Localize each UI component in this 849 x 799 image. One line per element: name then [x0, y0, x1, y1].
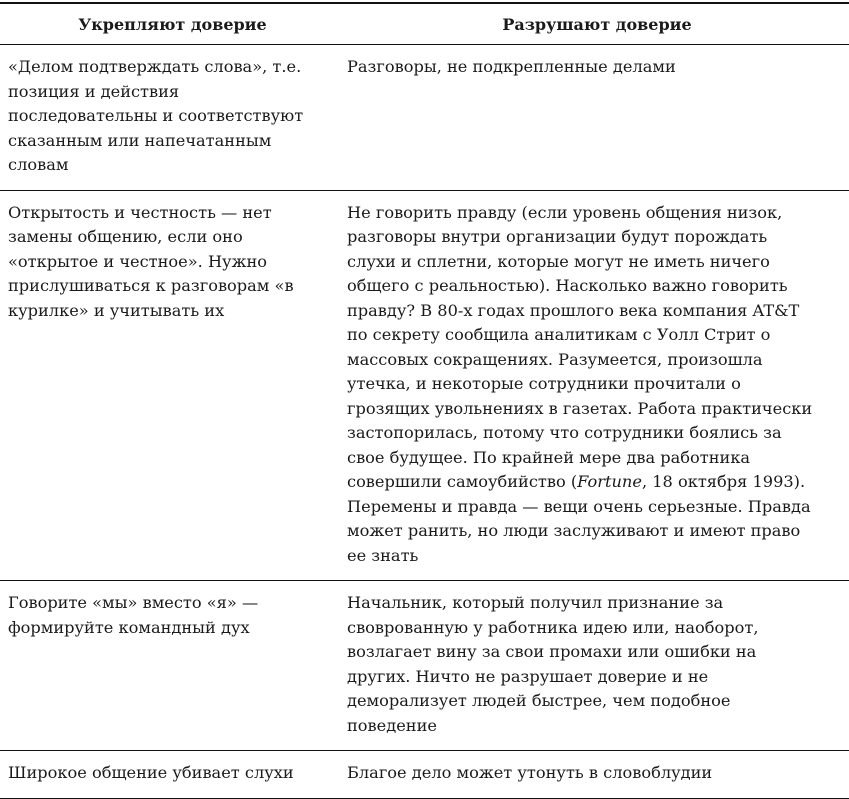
text-line: Благое дело может утонуть в словоблудии [347, 761, 849, 786]
table-row: Говорите «мы» вместо «я» — формируйте ком… [0, 580, 849, 751]
text-segment: слухи и сплетни, которые могут не иметь … [347, 251, 770, 271]
text-line: «открытое и честное». Нужно [8, 250, 345, 275]
text-segment: возлагает вину за свои промахи или ошибк… [347, 642, 757, 661]
text-line: общего с реальностью). Насколько важно г… [347, 274, 849, 299]
text-segment: совершили самоубийство ( [347, 472, 578, 491]
table-row: Широкое общение убивает слухи Благое дело… [0, 750, 849, 799]
source-title: Fortune [577, 472, 642, 491]
text-segment: Перемены и правда — вещи очень серьезные… [347, 496, 811, 516]
text-line: разговоры внутри организации будут порож… [347, 225, 849, 250]
text-segment: свое будущее. По крайней мере два работн… [347, 447, 751, 467]
table-row: Открытость и честность — нет замены общен… [0, 190, 849, 581]
text-segment: позиция и действия [8, 81, 180, 101]
text-segment: других. Ничто не разрушает доверие и не [347, 666, 709, 686]
text-line: сказанным или напечатанным [8, 129, 345, 154]
text-line: по секрету сообщила аналитикам с Уолл Ст… [347, 323, 849, 348]
text-segment: последовательны и соответствуют [8, 106, 304, 125]
text-line: позиция и действия [8, 80, 345, 105]
text-line: Начальник, который получил признание за [347, 591, 849, 616]
text-segment: застопорилась, потому что сотрудники боя… [347, 423, 782, 442]
text-segment: поведение [347, 715, 437, 735]
destroys-trust-cell: Благое дело может утонуть в словоблудии [345, 750, 849, 799]
text-segment: правду? В 80-х годах прошлого века компа… [347, 300, 800, 320]
text-segment: грозящих увольнениях в газетах. Работа п… [347, 398, 813, 418]
text-segment: Разговоры, не подкрепленные делами [347, 57, 676, 76]
header-row: Укрепляют доверие Разрушают доверие [0, 2, 849, 45]
text-segment: деморализует людей быстрее, чем подобное [347, 691, 731, 710]
text-line: словам [8, 153, 345, 178]
text-line: Широкое общение убивает слухи [8, 761, 345, 786]
source-date: , 18 октября 1993). [641, 472, 806, 491]
text-line: Перемены и правда — вещи очень серьезные… [347, 495, 849, 520]
text-line: «Делом подтверждать слова», т.е. [8, 55, 345, 80]
text-segment: своврованную у работника идею или, наобо… [347, 617, 759, 637]
text-segment: формируйте командный дух [8, 617, 250, 637]
text-segment: Благое дело может утонуть в словоблудии [347, 763, 713, 782]
text-segment: по секрету сообщила аналитикам с Уолл Ст… [347, 325, 771, 344]
text-segment: «Делом подтверждать слова», т.е. [8, 57, 302, 76]
text-line: ее знать [347, 544, 849, 569]
text-line: свое будущее. По крайней мере два работн… [347, 446, 849, 471]
text-segment: общего с реальностью). Насколько важно г… [347, 276, 788, 295]
header-builds-trust: Укрепляют доверие [0, 2, 345, 45]
text-segment: утечка, и некоторые сотрудники прочитали… [347, 374, 741, 393]
text-line: деморализует людей быстрее, чем подобное [347, 689, 849, 714]
text-segment: Говорите «мы» вместо «я» — [8, 593, 259, 612]
text-line: Говорите «мы» вместо «я» — [8, 591, 345, 616]
text-line: своврованную у работника идею или, наобо… [347, 616, 849, 641]
table-row: «Делом подтверждать слова», т.е. позиция … [0, 44, 849, 191]
text-line: Разговоры, не подкрепленные делами [347, 55, 849, 80]
destroys-trust-cell: Начальник, который получил признание за с… [345, 580, 849, 751]
text-line: застопорилась, потому что сотрудники боя… [347, 421, 849, 446]
text-segment: массовых сокращениях. Разумеется, произо… [347, 349, 763, 369]
builds-trust-cell: Открытость и честность — нет замены общен… [0, 190, 345, 581]
text-line: массовых сокращениях. Разумеется, произо… [347, 348, 849, 373]
text-line: возлагает вину за свои промахи или ошибк… [347, 640, 849, 665]
text-line: Не говорить правду (если уровень общения… [347, 201, 849, 226]
text-line: последовательны и соответствуют [8, 104, 345, 129]
text-segment: прислушиваться к разговорам «в [8, 276, 294, 295]
text-segment: может ранить, но люди заслуживают и имею… [347, 521, 801, 540]
text-segment: сказанным или напечатанным [8, 130, 272, 150]
text-segment: Не говорить правду (если уровень общения… [347, 202, 783, 222]
text-segment: «открытое и честное». Нужно [8, 251, 268, 271]
text-segment: ее знать [347, 545, 419, 565]
text-segment: разговоры внутри организации будут порож… [347, 227, 768, 246]
text-segment: Начальник, который получил признание за [347, 593, 724, 612]
text-segment: словам [8, 155, 69, 174]
text-line: совершили самоубийство (Fortune, 18 октя… [347, 470, 849, 495]
text-line: курилке» и учитывать их [8, 299, 345, 324]
text-segment: Открытость и честность — нет [8, 202, 272, 222]
builds-trust-cell: Говорите «мы» вместо «я» — формируйте ком… [0, 580, 345, 751]
text-line: формируйте командный дух [8, 616, 345, 641]
text-line: прислушиваться к разговорам «в [8, 274, 345, 299]
text-segment: курилке» и учитывать их [8, 300, 225, 320]
text-segment: замены общению, если оно [8, 227, 243, 246]
builds-trust-cell: «Делом подтверждать слова», т.е. позиция … [0, 44, 345, 191]
destroys-trust-cell: Не говорить правду (если уровень общения… [345, 190, 849, 581]
text-line: правду? В 80-х годах прошлого века компа… [347, 299, 849, 324]
text-line: утечка, и некоторые сотрудники прочитали… [347, 372, 849, 397]
text-line: поведение [347, 714, 849, 739]
text-line: грозящих увольнениях в газетах. Работа п… [347, 397, 849, 422]
text-line: Открытость и честность — нет [8, 201, 345, 226]
builds-trust-cell: Широкое общение убивает слухи [0, 750, 345, 799]
destroys-trust-cell: Разговоры, не подкрепленные делами [345, 44, 849, 191]
header-destroys-trust: Разрушают доверие [345, 2, 849, 45]
text-line: замены общению, если оно [8, 225, 345, 250]
text-line: может ранить, но люди заслуживают и имею… [347, 519, 849, 544]
text-segment: Широкое общение убивает слухи [8, 763, 294, 782]
text-line: других. Ничто не разрушает доверие и не [347, 665, 849, 690]
text-line: слухи и сплетни, которые могут не иметь … [347, 250, 849, 275]
